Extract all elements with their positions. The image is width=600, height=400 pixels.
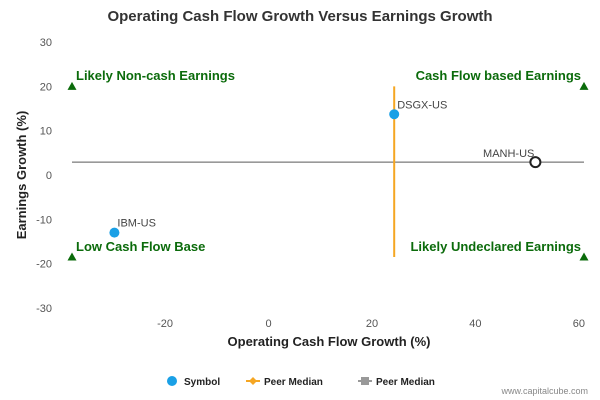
legend-label: Peer Median bbox=[264, 377, 323, 388]
quadrant-top-right-label: Cash Flow based Earnings bbox=[416, 68, 581, 83]
x-axis-title: Operating Cash Flow Growth (%) bbox=[228, 334, 431, 349]
x-tick-label: 60 bbox=[573, 318, 585, 330]
y-tick-label: -10 bbox=[36, 214, 52, 226]
y-tick-label: -30 bbox=[36, 303, 52, 315]
data-point-label: DSGX-US bbox=[397, 99, 447, 111]
legend-symbol-icon bbox=[167, 376, 177, 386]
y-axis-title: Earnings Growth (%) bbox=[14, 111, 29, 240]
x-axis: -20 0 20 40 60 bbox=[157, 318, 585, 330]
quadrant-triangle bbox=[579, 252, 589, 261]
data-point-manh-us bbox=[529, 156, 542, 169]
x-tick-label: 40 bbox=[469, 318, 481, 330]
legend-diamond-icon bbox=[249, 377, 257, 385]
credit-text: www.capitalcube.com bbox=[500, 386, 588, 396]
y-tick-label: 10 bbox=[40, 126, 52, 138]
quadrant-bottom-left-label: Low Cash Flow Base bbox=[76, 239, 205, 254]
x-tick-label: 20 bbox=[366, 318, 378, 330]
quadrant-triangle bbox=[579, 81, 589, 90]
data-point-ibm-us bbox=[109, 227, 120, 238]
legend-square-icon bbox=[361, 377, 369, 385]
y-tick-label: 0 bbox=[46, 170, 52, 182]
y-tick-label: -20 bbox=[36, 259, 52, 271]
quadrant-triangle bbox=[67, 81, 77, 90]
quadrant-top-left-label: Likely Non-cash Earnings bbox=[76, 68, 235, 83]
data-points: DSGX-US MANH-US IBM-US bbox=[109, 99, 542, 238]
x-tick-label: -20 bbox=[157, 318, 173, 330]
x-tick-label: 0 bbox=[265, 318, 271, 330]
data-point-label: IBM-US bbox=[117, 218, 156, 230]
legend: Symbol Peer Median Peer Median bbox=[167, 376, 435, 388]
peer-median-lines bbox=[72, 86, 584, 258]
data-point-label: MANH-US bbox=[483, 148, 534, 160]
legend-label: Peer Median bbox=[376, 377, 435, 388]
legend-label: Symbol bbox=[184, 377, 220, 388]
data-point-dsgx-us bbox=[389, 109, 400, 120]
quadrant-triangles bbox=[67, 81, 589, 261]
y-tick-label: 20 bbox=[40, 81, 52, 93]
y-axis: 30 20 10 0 -10 -20 -30 bbox=[36, 37, 52, 315]
chart-title: Operating Cash Flow Growth Versus Earnin… bbox=[107, 8, 492, 25]
quadrant-bottom-right-label: Likely Undeclared Earnings bbox=[410, 239, 581, 254]
quadrant-triangle bbox=[67, 252, 77, 261]
y-tick-label: 30 bbox=[40, 37, 52, 49]
